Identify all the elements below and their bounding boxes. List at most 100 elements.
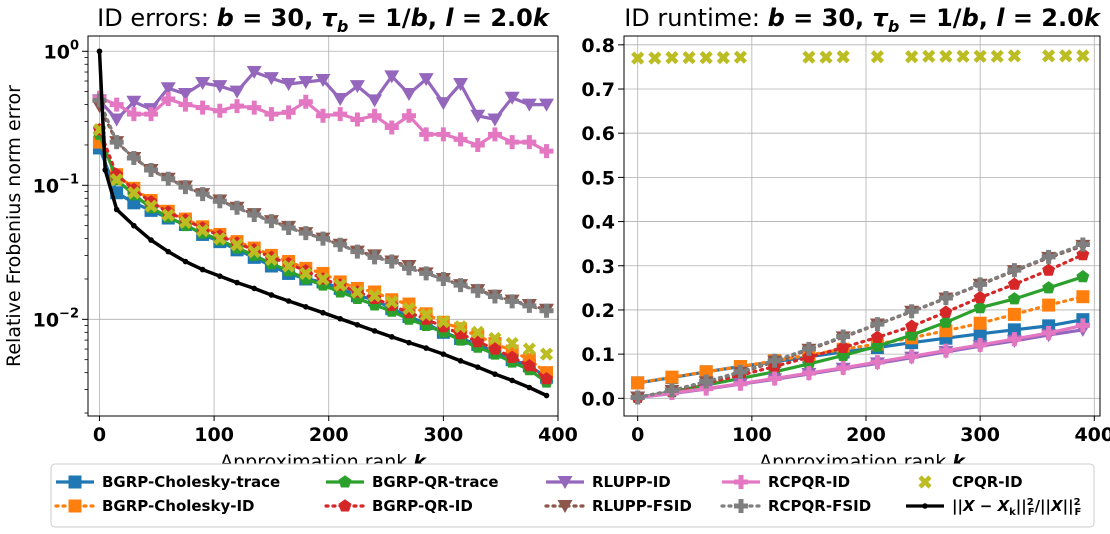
data-point: [973, 337, 988, 352]
x-tick-label: 0: [631, 424, 644, 446]
data-point: [939, 49, 953, 63]
x-tick-label: 200: [309, 424, 349, 446]
data-point: [247, 245, 261, 259]
legend-entry: CPQR-ID: [918, 473, 1023, 491]
data-point: [1007, 323, 1021, 337]
runtime-chart: 0 100 200 300 400 0.0 0.1 0.2 0.3 0.4 0.5 0.6 0.7 0.8…: [581, 4, 1110, 473]
legend-entry: BGRP-QR-ID: [324, 497, 473, 515]
data-point: [126, 150, 141, 165]
data-point: [332, 93, 348, 107]
data-point: [870, 355, 885, 370]
data-point: [264, 214, 279, 229]
data-point: [767, 353, 782, 368]
data-point: [109, 135, 124, 150]
data-point: [212, 194, 227, 209]
data-point: [504, 91, 520, 105]
data-point: [665, 51, 679, 65]
error-chart: 0 100 200 300 400 10−2 10−1 100 ID errors: b = 3…: [3, 4, 578, 473]
data-point: [110, 173, 124, 187]
data-point: [213, 232, 227, 246]
data-point: [509, 377, 515, 384]
data-point: [96, 48, 103, 55]
data-point: [733, 364, 748, 379]
data-point: [247, 100, 262, 115]
data-point: [333, 278, 347, 292]
legend-entry: BGRP-Cholesky-ID: [54, 497, 255, 515]
data-point: [819, 50, 833, 64]
legend: BGRP-Cholesky-trace BGRP-Cholesky-ID BGRP-…: [50, 463, 1095, 528]
data-point: [230, 200, 245, 215]
legend-marker: [734, 499, 748, 513]
data-point: [126, 95, 142, 109]
data-point: [384, 70, 400, 84]
data-point: [699, 365, 713, 379]
data-point: [716, 51, 730, 65]
x-tick-label: 300: [424, 424, 464, 446]
x-tick-label: 100: [732, 424, 772, 446]
data-point: [161, 208, 175, 222]
data-point: [178, 215, 193, 229]
y-tick-label: 0.3: [581, 256, 615, 278]
data-point: [234, 279, 240, 286]
data-point: [371, 328, 378, 334]
data-point: [453, 320, 468, 334]
x-tick-label: 0: [93, 424, 106, 446]
plot-frame: [623, 35, 1101, 417]
data-point: [470, 283, 485, 298]
data-point: [1059, 49, 1073, 63]
data-point: [938, 343, 953, 358]
y-tick-label: 0.6: [581, 123, 615, 145]
legend-label: BGRP-Cholesky-trace: [102, 473, 280, 491]
x-tick-label: 100: [194, 424, 234, 446]
data-point: [160, 82, 176, 96]
data-point: [453, 278, 468, 293]
data-point: [144, 107, 159, 122]
data-point: [505, 350, 519, 363]
data-point: [264, 252, 279, 266]
legend-label: RLUPP-FSID: [592, 497, 692, 515]
data-point: [939, 315, 953, 328]
data-point: [505, 294, 520, 309]
data-point: [196, 223, 210, 238]
data-point: [665, 370, 679, 384]
data-point: [540, 372, 553, 385]
data-point: [1075, 318, 1090, 333]
data-point: [836, 50, 850, 64]
data-point: [648, 51, 662, 65]
data-point: [733, 376, 748, 391]
data-point: [406, 339, 412, 346]
data-point: [109, 97, 124, 112]
data-point: [316, 272, 330, 286]
data-point: [1076, 270, 1090, 283]
data-point: [384, 120, 399, 135]
legend-marker: [734, 475, 748, 489]
y-tick-label: 0.0: [581, 388, 615, 410]
data-point: [354, 322, 361, 328]
data-point: [316, 108, 330, 123]
data-point: [419, 266, 434, 281]
data-point: [836, 329, 851, 344]
series-rlupp-id: [91, 66, 555, 127]
data-point: [939, 305, 953, 318]
data-point: [487, 289, 502, 304]
data-point: [522, 298, 537, 313]
data-point: [904, 349, 919, 364]
data-point: [320, 309, 326, 316]
data-point: [299, 266, 313, 281]
data-point: [350, 285, 364, 299]
data-point: [423, 345, 429, 351]
y-tick-label: 0.7: [581, 79, 615, 101]
data-point: [1007, 292, 1021, 305]
data-point: [1041, 325, 1056, 340]
data-point: [836, 340, 850, 353]
y-axis-label: Relative Frobenius norm error: [3, 85, 25, 367]
data-point: [956, 49, 970, 63]
data-point: [938, 291, 953, 306]
data-point: [349, 80, 365, 94]
data-point: [733, 50, 748, 64]
legend-frame: [50, 463, 1095, 528]
legend-marker: [68, 499, 82, 513]
legend-label: BGRP-QR-ID: [372, 497, 473, 515]
data-point: [801, 341, 816, 356]
data-point: [436, 315, 450, 329]
